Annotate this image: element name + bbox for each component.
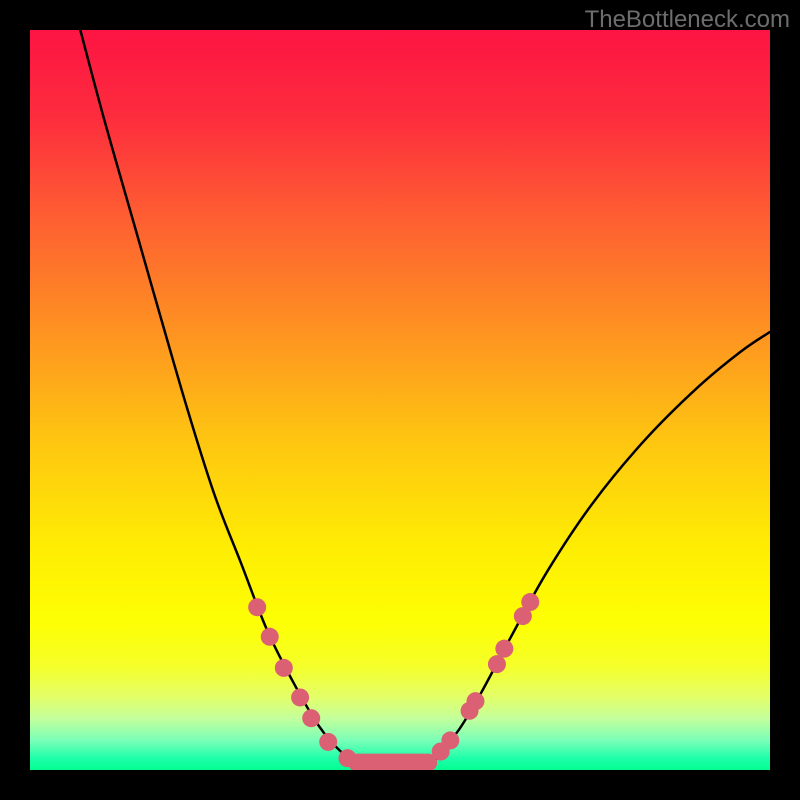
data-marker xyxy=(441,731,459,749)
gradient-background xyxy=(30,30,770,770)
data-marker xyxy=(338,749,356,767)
data-marker xyxy=(302,709,320,727)
chart-root: TheBottleneck.com xyxy=(0,0,800,800)
data-marker xyxy=(291,688,309,706)
data-marker xyxy=(495,640,513,658)
data-marker xyxy=(521,593,539,611)
data-marker xyxy=(275,659,293,677)
data-marker xyxy=(488,655,506,673)
data-marker xyxy=(248,598,266,616)
bottleneck-chart xyxy=(30,30,770,770)
data-marker xyxy=(319,733,337,751)
data-marker xyxy=(466,692,484,710)
data-marker xyxy=(261,628,279,646)
